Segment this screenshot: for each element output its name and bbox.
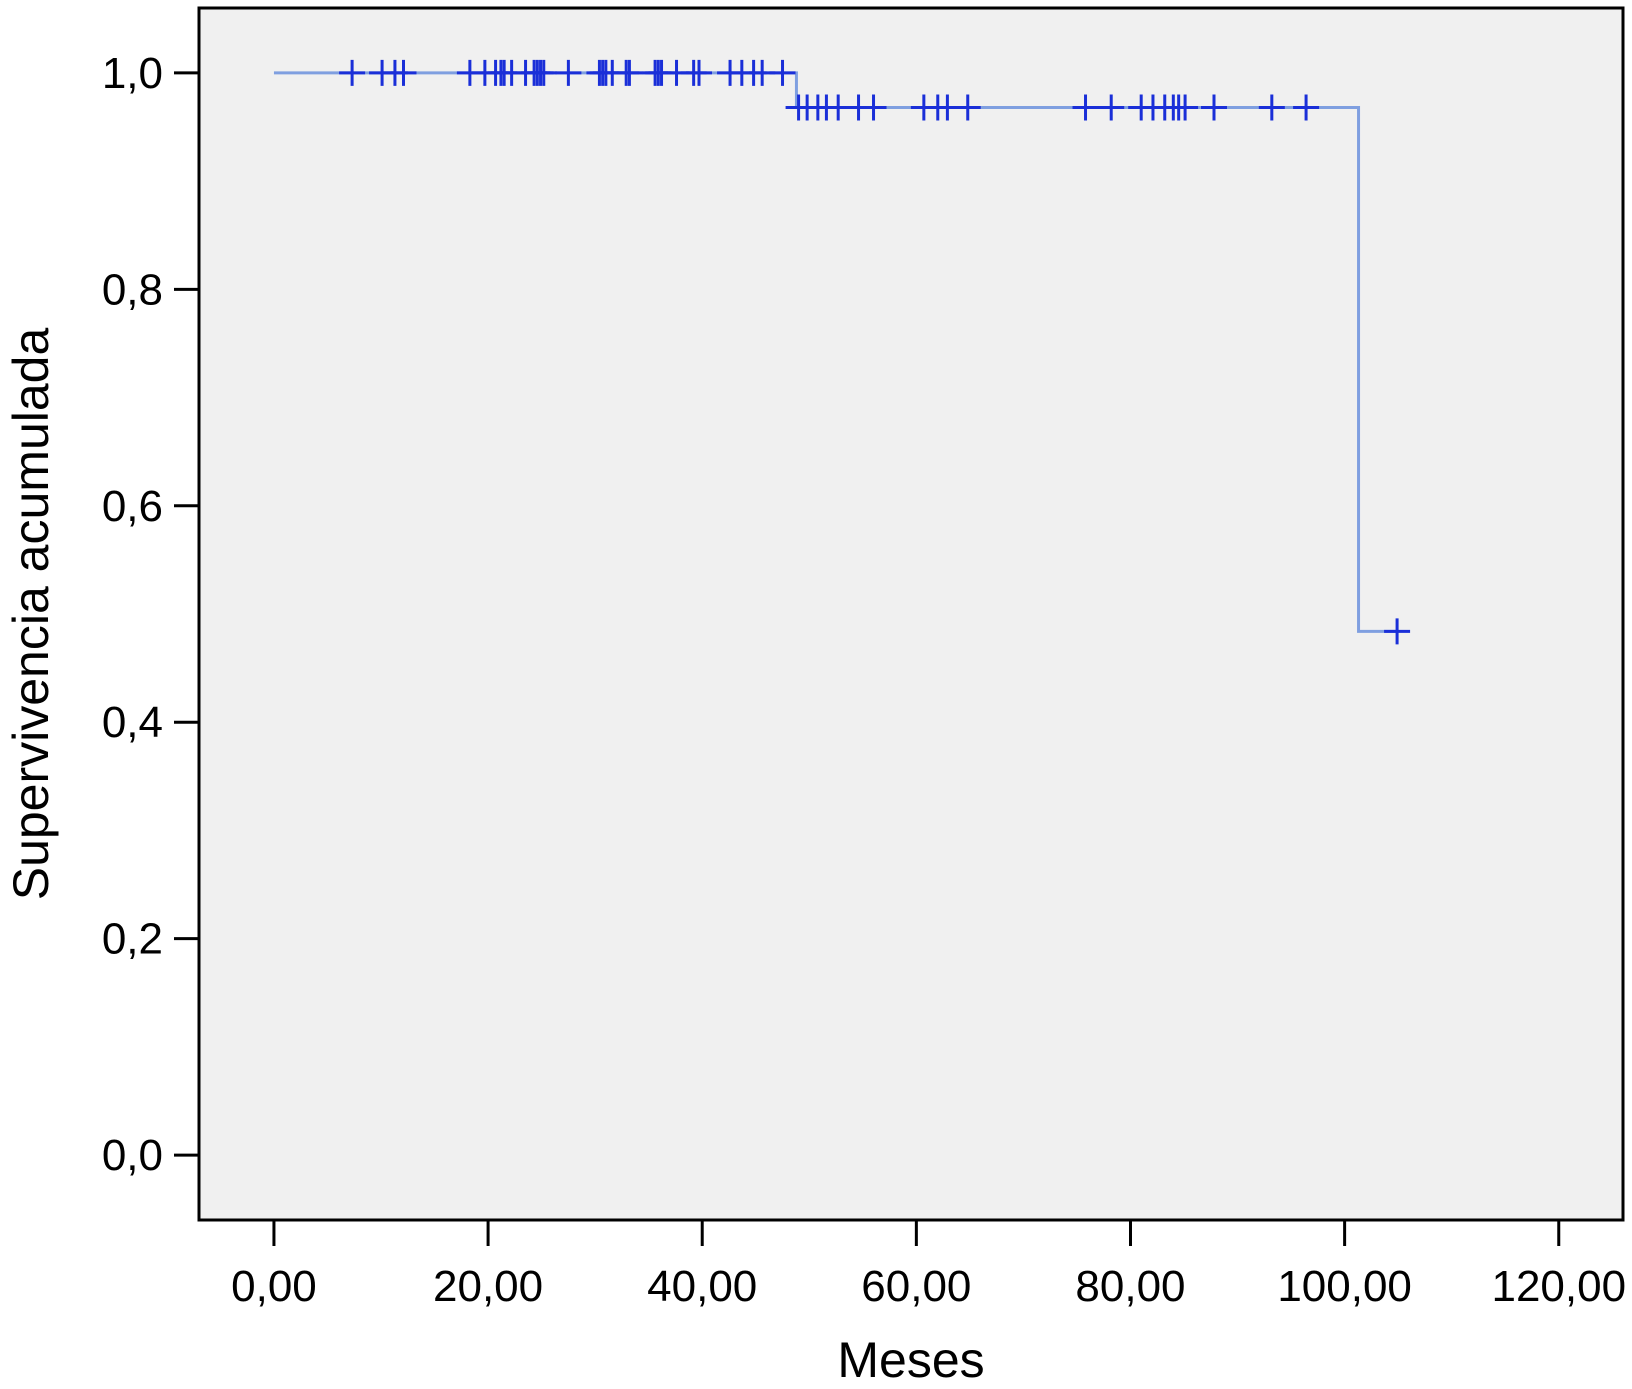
censor-mark (616, 59, 643, 86)
x-axis-title: Meses (837, 1332, 984, 1388)
censor-mark (1258, 94, 1285, 121)
x-tick-label: 60,00 (861, 1262, 971, 1311)
censor-mark (1293, 94, 1320, 121)
x-tick-label: 20,00 (433, 1262, 543, 1311)
y-tick-label: 0,2 (102, 915, 163, 964)
censor-mark (1201, 94, 1227, 121)
y-axis-title: Supervivencia acumulada (3, 328, 59, 901)
y-tick-label: 1,0 (102, 49, 163, 98)
x-tick-label: 100,00 (1277, 1262, 1412, 1311)
y-tick-label: 0,0 (102, 1131, 163, 1180)
censor-mark (860, 94, 887, 121)
censor-mark (769, 59, 796, 86)
censor-mark (555, 59, 582, 86)
x-tick-label: 40,00 (647, 1262, 757, 1311)
censor-mark (530, 59, 557, 86)
y-tick-label: 0,4 (102, 698, 163, 747)
censor-mark (1172, 94, 1199, 121)
censor-mark (1072, 94, 1099, 121)
y-axis: 0,0 0,2 0,4 0,6 0,8 1,0 (102, 49, 199, 1180)
plot-area (197, 6, 1625, 1222)
censor-mark (1384, 618, 1411, 645)
x-tick-label: 0,00 (231, 1262, 317, 1311)
x-tick-label: 80,00 (1075, 1262, 1185, 1311)
x-axis: 0,00 20,00 40,00 60,00 80,00 100,00 120,00 (231, 1220, 1626, 1311)
censor-mark (339, 59, 366, 86)
censor-mark (954, 94, 981, 121)
censor-mark (390, 59, 417, 86)
x-tick-label: 120,00 (1491, 1262, 1626, 1311)
censor-marks-group (339, 59, 1411, 645)
y-tick-label: 0,8 (102, 265, 163, 314)
censor-mark (686, 59, 713, 86)
censor-mark (1098, 94, 1125, 121)
y-tick-label: 0,6 (102, 482, 163, 531)
